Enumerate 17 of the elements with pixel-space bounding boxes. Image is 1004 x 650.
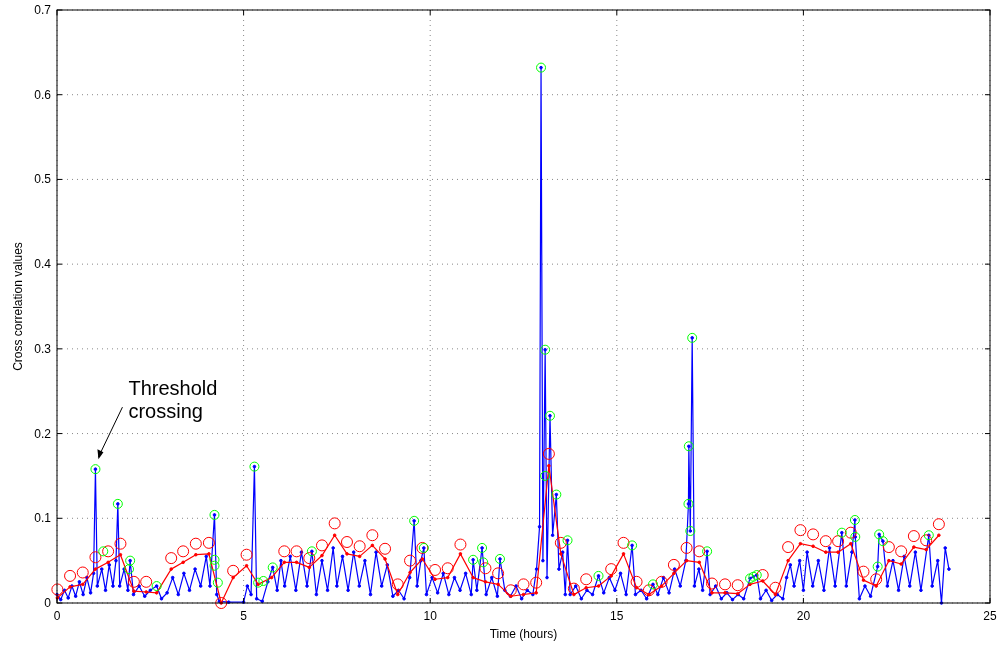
x-axis-title: Time (hours): [489, 627, 558, 641]
x-tick-label: 10: [423, 609, 438, 623]
x-tick-label: 0: [53, 609, 61, 623]
y-tick-label: 0.7: [34, 3, 52, 17]
y-axis-title: Cross correlation values: [11, 242, 25, 371]
annotation: Threshold crossing: [128, 377, 218, 423]
x-tick-label: 15: [610, 609, 624, 623]
y-tick-label: 0.2: [34, 426, 52, 441]
y-tick-label: 0: [44, 596, 52, 610]
x-tick-label: 5: [240, 609, 248, 623]
y-tick-label: 0.1: [34, 511, 52, 526]
x-tick-label: 20: [796, 609, 811, 623]
y-tick-label: 0.4: [34, 257, 52, 272]
y-tick-label: 0.6: [34, 87, 52, 102]
y-tick-label: 0.3: [34, 341, 52, 356]
y-tick-label: 0.5: [34, 172, 52, 187]
x-tick-label: 25: [983, 609, 997, 623]
